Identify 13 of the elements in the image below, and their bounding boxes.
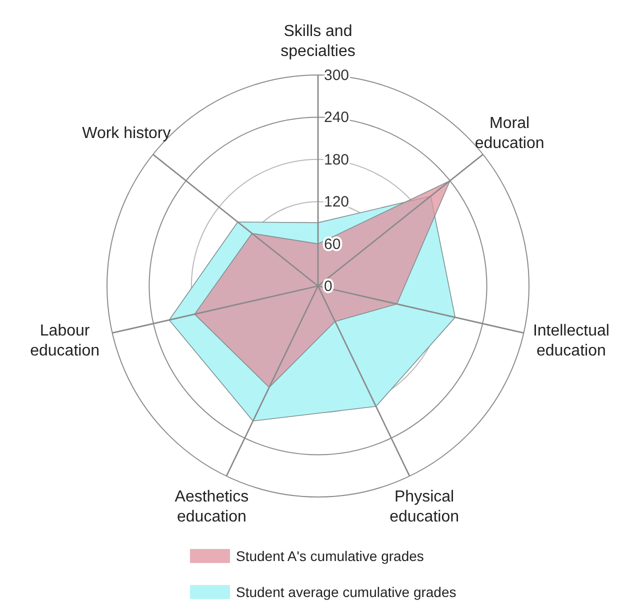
- spoke-label: Physical education: [390, 488, 459, 526]
- spoke-label: Skills and specialties: [280, 23, 356, 60]
- legend-label: Student A's cumulative grades: [236, 548, 424, 564]
- spoke-label: Work history: [82, 125, 171, 142]
- y-tick-label: 0: [324, 278, 332, 295]
- y-tick-label: 60: [324, 236, 341, 253]
- spoke-label: Moral education: [474, 115, 544, 152]
- spoke-label: Labour education: [30, 322, 100, 360]
- spoke-label: Aesthetics education: [174, 488, 249, 526]
- legend-label: Student average cumulative grades: [236, 584, 456, 600]
- y-tick-label: 180: [324, 151, 350, 168]
- spoke-label: Intellectual education: [532, 322, 610, 360]
- y-tick-label: 120: [324, 194, 350, 211]
